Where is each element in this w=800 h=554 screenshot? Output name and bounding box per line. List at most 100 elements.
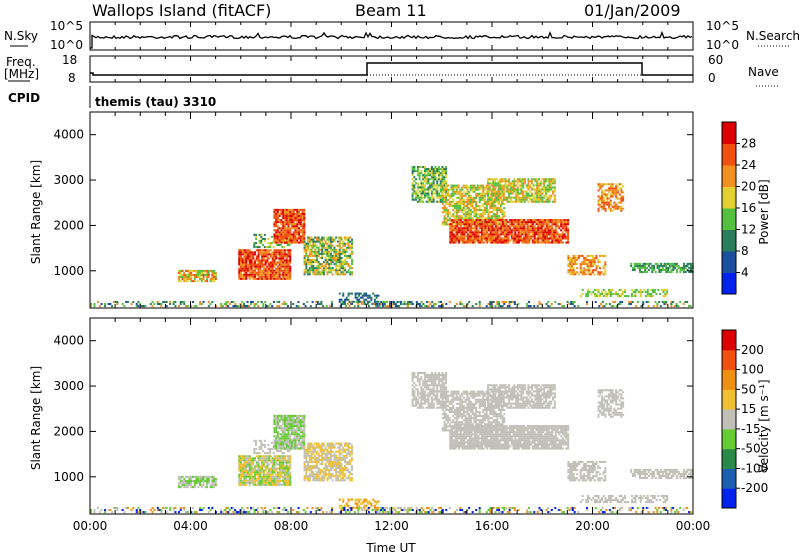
velocity-cell [197,477,200,480]
power-cell [490,215,493,218]
velocity-cell [275,418,278,421]
power-cell [305,250,308,253]
power-cell [238,273,241,276]
power-cell [416,174,419,177]
power-cell [588,290,591,294]
power-cell [471,186,474,189]
power-cell [97,300,100,304]
power-cell [445,186,448,189]
power-cell [535,239,538,242]
power-cell [335,236,338,239]
power-cell [615,183,618,186]
power-cell [292,227,295,230]
power-cell [471,188,474,191]
power-cell [476,217,479,220]
power-cell [498,186,501,189]
power-cell [505,241,508,244]
power-cell [597,183,600,186]
power-cell [522,178,525,181]
power-cell [478,192,481,195]
power-cell [492,215,495,218]
power-cell [591,261,594,264]
velocity-cell [273,465,276,468]
power-cell [550,194,553,197]
power-cell [287,219,290,222]
power-cell [248,275,251,278]
power-cell [477,233,480,236]
power-cell [269,303,272,306]
power-cell [500,237,503,240]
power-cell [252,265,255,268]
power-cell [556,221,559,224]
power-cell [516,200,519,203]
power-cell [285,263,288,266]
power-cell [470,241,473,244]
power-cell [181,278,184,281]
power-cell [486,194,489,197]
power-cell [243,263,246,266]
power-cell [443,207,446,210]
power-cell [294,214,297,218]
velocity-cell [294,429,297,432]
power-cell [263,233,266,236]
power-cell [432,198,435,201]
power-cell [207,273,210,277]
power-cell [637,266,640,269]
power-cell [518,196,521,199]
power-cell [439,188,442,191]
power-cell [593,259,596,262]
power-cell [682,266,685,269]
power-cell [554,221,557,224]
power-cell [622,293,625,296]
power-cell [310,246,313,249]
velocity-cell [264,479,267,482]
power-cell [616,295,619,298]
power-cell [225,300,228,304]
power-cell [512,229,515,232]
power-cell [427,178,430,181]
power-cell [545,180,548,183]
power-cell [452,186,455,189]
power-cell [489,229,492,232]
power-cell [579,269,582,272]
power-cell [296,233,299,236]
power-cell [599,197,602,200]
velocity-cell [262,450,265,453]
velocity-cell [254,457,257,460]
velocity-cell [266,463,269,466]
power-cell [611,183,614,186]
power-cell [445,174,448,177]
power-cell [416,172,419,175]
power-cell [670,262,673,265]
power-cell [468,229,471,232]
power-cell [422,165,425,169]
power-cell [287,255,290,258]
power-cell [280,269,283,272]
freq-tick-top: 18 [62,53,77,67]
velocity-cell [294,423,297,426]
velocity-cell [261,463,264,466]
power-cell [296,241,299,244]
power-cell [308,263,311,266]
power-cell [248,269,251,272]
power-cell [585,300,588,304]
power-cell [338,236,341,239]
power-cell [278,305,281,308]
power-cell [504,198,507,201]
power-cell [301,231,304,234]
power-cell [506,200,509,203]
power-cell [425,180,428,183]
power-cell [479,219,482,222]
power-cell [479,235,482,238]
power-cell [275,237,278,240]
power-cell [518,178,521,181]
power-cell [439,196,442,199]
power-cell [454,202,457,206]
power-cell [282,253,285,256]
power-cell [524,227,527,230]
power-cell [262,251,265,254]
velocity-cell [276,471,279,474]
power-cell [329,261,332,264]
power-cell [260,241,263,245]
power-cell [660,268,663,272]
